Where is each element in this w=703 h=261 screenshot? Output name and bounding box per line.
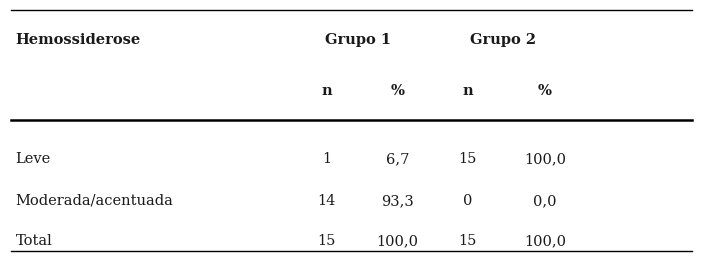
Text: Leve: Leve bbox=[15, 152, 51, 166]
Text: 14: 14 bbox=[318, 194, 336, 208]
Text: %: % bbox=[538, 84, 552, 98]
Text: Hemossiderose: Hemossiderose bbox=[15, 33, 141, 48]
Text: 0: 0 bbox=[463, 194, 472, 208]
Text: 100,0: 100,0 bbox=[376, 234, 418, 248]
Text: 100,0: 100,0 bbox=[524, 152, 566, 166]
Text: 0,0: 0,0 bbox=[533, 194, 557, 208]
Text: Moderada/acentuada: Moderada/acentuada bbox=[15, 194, 174, 208]
Text: 93,3: 93,3 bbox=[381, 194, 413, 208]
Text: 15: 15 bbox=[318, 234, 336, 248]
Text: 15: 15 bbox=[458, 152, 477, 166]
Text: %: % bbox=[390, 84, 404, 98]
Text: Total: Total bbox=[15, 234, 52, 248]
Text: Grupo 2: Grupo 2 bbox=[470, 33, 536, 48]
Text: 15: 15 bbox=[458, 234, 477, 248]
Text: n: n bbox=[321, 84, 333, 98]
Text: 1: 1 bbox=[323, 152, 331, 166]
Text: 100,0: 100,0 bbox=[524, 234, 566, 248]
Text: n: n bbox=[462, 84, 473, 98]
Text: 6,7: 6,7 bbox=[385, 152, 409, 166]
Text: Grupo 1: Grupo 1 bbox=[325, 33, 392, 48]
